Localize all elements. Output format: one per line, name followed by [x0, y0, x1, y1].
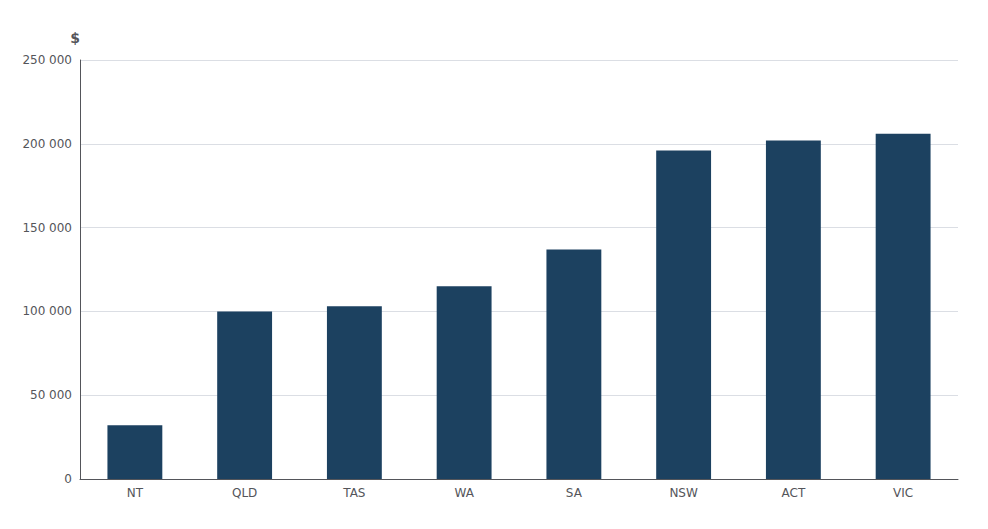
svg-text:ACT: ACT [782, 486, 806, 500]
svg-text:SA: SA [566, 486, 583, 500]
svg-text:0: 0 [64, 472, 72, 486]
svg-text:WA: WA [454, 486, 474, 500]
svg-text:NT: NT [127, 486, 144, 500]
svg-text:100 000: 100 000 [22, 304, 72, 318]
svg-text:$: $ [70, 30, 80, 46]
svg-text:TAS: TAS [342, 486, 365, 500]
svg-text:50 000: 50 000 [30, 388, 72, 402]
svg-text:NSW: NSW [669, 486, 698, 500]
svg-text:150 000: 150 000 [22, 221, 72, 235]
svg-text:QLD: QLD [232, 486, 257, 500]
svg-text:200 000: 200 000 [22, 137, 72, 151]
svg-text:250 000: 250 000 [22, 53, 72, 67]
svg-text:VIC: VIC [893, 486, 913, 500]
